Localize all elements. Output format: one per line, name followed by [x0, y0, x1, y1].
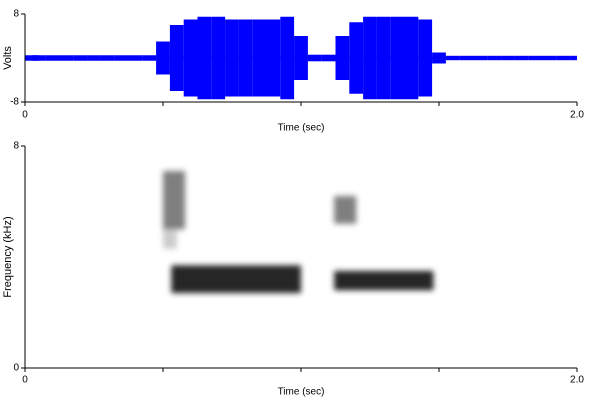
waveform-segment — [73, 55, 88, 61]
waveform-segment — [363, 16, 377, 100]
waveform-segment — [432, 52, 446, 64]
waveform-segment — [252, 19, 267, 97]
waveform-segment — [473, 55, 488, 61]
waveform-segment — [280, 16, 295, 100]
spectral-energy — [334, 195, 357, 224]
waveform-segment — [183, 19, 198, 97]
x-axis-title: Time (sec) — [278, 123, 325, 134]
waveform-segment — [100, 55, 115, 61]
spectral-energy — [334, 270, 434, 291]
waveform-segment — [211, 16, 226, 100]
y-axis-title: Volts — [2, 46, 14, 70]
waveform-segment — [142, 55, 157, 61]
waveform-segment — [335, 36, 350, 80]
waveform-segment — [156, 41, 170, 75]
waveform-segment — [266, 19, 281, 97]
waveform-segment — [376, 16, 391, 100]
spectral-energy — [171, 265, 301, 294]
waveform-segment — [459, 55, 474, 61]
waveform-segment — [445, 55, 460, 61]
waveform-segment — [238, 19, 253, 97]
y-tick-label: 8 — [13, 141, 19, 152]
spectral-energy — [163, 229, 177, 249]
waveform-segment — [556, 55, 571, 61]
y-tick-label: -8 — [10, 97, 19, 108]
waveform-segment — [528, 55, 543, 61]
x-axis-title: Time (sec) — [278, 387, 325, 398]
x-tick-label: 2.0 — [570, 375, 584, 386]
x-tick-label: 0 — [22, 110, 28, 121]
waveform-segment — [390, 16, 405, 100]
waveform-segment — [307, 54, 322, 62]
y-axis-title: Frequency (kHz) — [2, 216, 14, 297]
waveform-segment — [294, 36, 308, 80]
waveform-segment — [87, 55, 101, 61]
waveform-segment — [59, 55, 74, 61]
spectral-energy — [163, 170, 186, 230]
waveform-segment — [321, 54, 336, 62]
waveform-segment — [31, 55, 46, 61]
waveform-segment — [114, 55, 129, 61]
waveform-segment — [197, 16, 212, 100]
waveform-segment — [570, 55, 577, 61]
waveform-segment — [487, 55, 502, 61]
y-tick-label: 8 — [13, 9, 19, 20]
x-tick-label: 2.0 — [570, 110, 584, 121]
waveform-segment — [225, 19, 239, 97]
waveform-segment — [418, 19, 433, 97]
waveform-segment — [514, 55, 529, 61]
waveform-segment — [45, 55, 60, 61]
waveform-segment — [128, 55, 143, 61]
waveform-segment — [404, 16, 419, 100]
x-tick-label: 0 — [22, 375, 28, 386]
waveform-segment — [542, 55, 557, 61]
waveform-segment — [501, 55, 515, 61]
waveform-segment — [169, 25, 184, 91]
y-tick-label: 0 — [13, 363, 19, 374]
waveform-segment — [349, 22, 364, 94]
